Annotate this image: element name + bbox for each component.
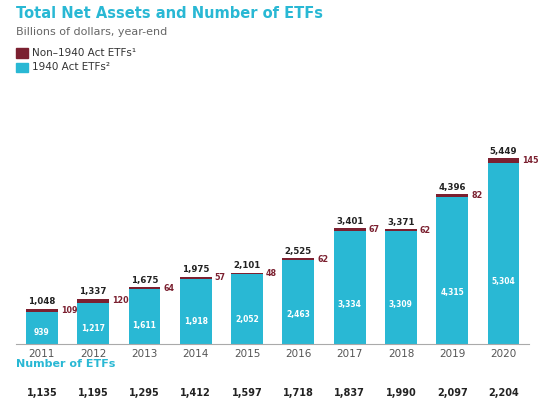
Bar: [231, 273, 263, 274]
Text: 1,837: 1,837: [334, 388, 365, 399]
Bar: [77, 299, 109, 303]
Bar: [231, 274, 263, 344]
Text: 1,975: 1,975: [182, 265, 210, 274]
Text: 5,304: 5,304: [492, 276, 515, 286]
Text: 1,412: 1,412: [180, 388, 211, 399]
Text: 82: 82: [471, 191, 482, 200]
Text: 1,990: 1,990: [386, 388, 416, 399]
Text: 120: 120: [112, 297, 129, 305]
Text: 1,918: 1,918: [184, 317, 208, 326]
Text: 1,597: 1,597: [232, 388, 262, 399]
Text: 5,449: 5,449: [490, 147, 517, 156]
Text: 1,611: 1,611: [132, 320, 157, 330]
Bar: [26, 309, 58, 312]
Text: 64: 64: [164, 284, 174, 293]
Text: 939: 939: [34, 328, 50, 337]
Bar: [77, 303, 109, 344]
Text: 1,675: 1,675: [131, 276, 158, 285]
Text: 2,204: 2,204: [488, 388, 519, 399]
Bar: [436, 194, 468, 197]
Text: 1,337: 1,337: [79, 287, 107, 296]
Bar: [385, 231, 417, 344]
Bar: [334, 231, 366, 344]
Text: 3,309: 3,309: [389, 300, 413, 310]
Bar: [488, 158, 519, 163]
Bar: [385, 229, 417, 231]
Text: 48: 48: [266, 269, 277, 278]
Text: 109: 109: [61, 306, 77, 315]
Text: 62: 62: [420, 226, 431, 235]
Bar: [282, 260, 314, 344]
Bar: [180, 277, 212, 279]
Bar: [180, 279, 212, 344]
Text: Number of ETFs: Number of ETFs: [16, 359, 116, 369]
Text: 3,371: 3,371: [387, 218, 415, 227]
Bar: [26, 312, 58, 344]
Bar: [282, 258, 314, 260]
Text: 2,052: 2,052: [235, 315, 259, 324]
Text: Total Net Assets and Number of ETFs: Total Net Assets and Number of ETFs: [16, 6, 323, 21]
Text: 1,195: 1,195: [78, 388, 109, 399]
Bar: [129, 289, 160, 344]
Text: 2,463: 2,463: [286, 310, 310, 320]
Text: 1,135: 1,135: [26, 388, 57, 399]
Text: 2,097: 2,097: [437, 388, 468, 399]
Text: 1,048: 1,048: [28, 297, 56, 306]
Text: 1,217: 1,217: [81, 324, 105, 333]
Text: Billions of dollars, year-end: Billions of dollars, year-end: [16, 27, 167, 37]
Bar: [334, 228, 366, 231]
Bar: [436, 197, 468, 344]
Text: 1,295: 1,295: [129, 388, 160, 399]
Bar: [488, 163, 519, 344]
Text: 145: 145: [523, 156, 539, 165]
Text: 62: 62: [318, 255, 328, 264]
Text: 57: 57: [215, 273, 226, 283]
Text: 4,315: 4,315: [441, 289, 464, 297]
Text: 3,334: 3,334: [338, 300, 362, 309]
Text: 2,525: 2,525: [285, 247, 312, 256]
Text: 1,718: 1,718: [283, 388, 314, 399]
Text: 2,101: 2,101: [233, 261, 261, 270]
Text: Non–1940 Act ETFs¹: Non–1940 Act ETFs¹: [32, 47, 137, 58]
Text: 67: 67: [369, 225, 380, 234]
Text: 3,401: 3,401: [336, 217, 363, 226]
Bar: [129, 287, 160, 289]
Text: 1940 Act ETFs²: 1940 Act ETFs²: [32, 62, 110, 72]
Text: 4,396: 4,396: [438, 183, 466, 192]
